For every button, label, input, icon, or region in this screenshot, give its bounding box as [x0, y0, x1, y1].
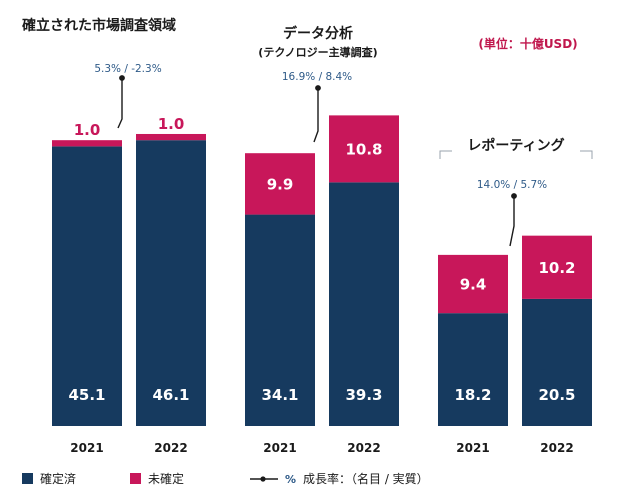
panel-title-analytics: データ分析: [283, 25, 353, 42]
bars-layer: 45.1 1.0 2021 46.1 1.0 2022 34.1 9.9 2021 39.3 10.…: [52, 115, 592, 455]
bar-unconfirmed-2-2021: [438, 254, 508, 314]
growth-rate-analytics: 16.9% / 8.4%: [282, 71, 352, 83]
bar-unconfirmed-2-2022: [522, 235, 592, 299]
value-label-confirmed-1-2022: 39.3: [345, 386, 382, 404]
x-tick-1-2022: 2022: [347, 441, 380, 455]
legend: 確定済 未確定 % 成長率：（名目 / 実質）: [22, 471, 429, 486]
bar-unconfirmed-1-2022: [329, 115, 399, 183]
growth-rate-reporting: 14.0% / 5.7%: [477, 179, 547, 191]
bar-confirmed-1-2022: [329, 182, 399, 426]
x-tick-0-2022: 2022: [154, 441, 187, 455]
bar-confirmed-0-2022: [136, 140, 206, 426]
unit-label: (単位：十億USD): [478, 36, 577, 51]
bar-confirmed-2-2022: [522, 298, 592, 426]
bar-confirmed-1-2021: [245, 214, 315, 426]
bar-unconfirmed-0-2021: [52, 140, 122, 147]
panel-title-reporting: レポーティング: [467, 137, 564, 154]
legend-swatch-unconfirmed: [130, 473, 141, 484]
bar-confirmed-2-2021: [438, 313, 508, 426]
value-label-unconfirmed-2-2022: 10.2: [538, 259, 575, 277]
value-label-confirmed-2-2022: 20.5: [538, 386, 575, 404]
reporting-title-bracket: [439, 150, 593, 159]
value-label-unconfirmed-0-2022: 1.0: [158, 115, 185, 133]
value-label-unconfirmed-2-2021: 9.4: [460, 276, 487, 294]
x-tick-2-2021: 2021: [456, 441, 489, 455]
value-label-unconfirmed-1-2021: 9.9: [267, 175, 294, 193]
legend-rate-label: 成長率：（名目 / 実質）: [303, 471, 429, 486]
growth-connector-established: [117, 75, 125, 129]
legend-rate-dot: [260, 476, 266, 482]
bar-confirmed-0-2021: [52, 146, 122, 426]
x-tick-1-2021: 2021: [263, 441, 296, 455]
x-tick-0-2021: 2021: [70, 441, 103, 455]
value-label-confirmed-0-2022: 46.1: [152, 386, 189, 404]
panel-title-established: 確立された市場調査領域: [22, 17, 176, 34]
value-label-confirmed-0-2021: 45.1: [68, 386, 105, 404]
value-label-unconfirmed-0-2021: 1.0: [74, 121, 101, 139]
growth-connector-reporting: [509, 193, 517, 247]
legend-swatch-confirmed: [22, 473, 33, 484]
value-label-confirmed-1-2021: 34.1: [261, 386, 298, 404]
value-label-unconfirmed-1-2022: 10.8: [345, 140, 382, 158]
growth-connector-analytics: [313, 85, 321, 143]
bar-unconfirmed-1-2021: [245, 153, 315, 215]
panel-subtitle-analytics: (テクノロジー主導調査): [258, 45, 377, 59]
value-label-confirmed-2-2021: 18.2: [454, 386, 491, 404]
growth-rate-established: 5.3% / -2.3%: [94, 63, 161, 75]
legend-label-unconfirmed: 未確定: [148, 471, 184, 486]
bar-unconfirmed-0-2022: [136, 133, 206, 141]
legend-rate-symbol: %: [285, 473, 296, 486]
legend-label-confirmed: 確定済: [40, 471, 76, 486]
x-tick-2-2022: 2022: [540, 441, 573, 455]
